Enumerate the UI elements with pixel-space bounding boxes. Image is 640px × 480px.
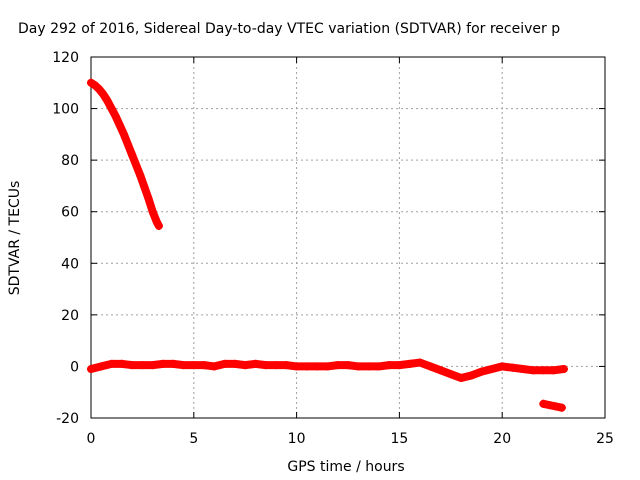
data-point xyxy=(261,361,270,370)
data-point xyxy=(241,361,250,370)
data-point xyxy=(87,365,95,374)
data-point xyxy=(323,362,332,371)
y-tick-label: 100 xyxy=(52,102,79,118)
data-point xyxy=(144,194,153,203)
data-point xyxy=(87,78,95,87)
data-point xyxy=(518,365,527,374)
y-tick-label: 80 xyxy=(61,153,79,169)
data-point xyxy=(119,130,128,139)
data-point xyxy=(354,362,363,371)
data-point xyxy=(99,90,108,99)
x-tick-label: 10 xyxy=(288,431,306,447)
data-point xyxy=(132,161,141,170)
y-axis-title: SDTVAR / TECUs xyxy=(7,181,23,296)
x-tick-label: 15 xyxy=(390,431,408,447)
y-tick-label: 20 xyxy=(61,308,79,324)
data-point xyxy=(200,361,209,370)
data-point xyxy=(313,362,322,371)
plot-frame xyxy=(90,56,606,419)
data-point xyxy=(148,361,157,370)
data-point xyxy=(251,359,260,368)
y-tick-label: 0 xyxy=(70,359,79,375)
data-point xyxy=(508,363,517,372)
data-point xyxy=(179,361,188,370)
data-point xyxy=(128,361,137,370)
data-point xyxy=(220,359,229,368)
data-point xyxy=(272,361,281,370)
data-point xyxy=(158,359,167,368)
data-point xyxy=(140,183,149,192)
data-point xyxy=(549,366,558,375)
x-tick-label: 0 xyxy=(87,431,96,447)
data-point xyxy=(498,362,507,371)
data-point xyxy=(292,362,301,371)
x-tick-label: 5 xyxy=(189,431,198,447)
data-point xyxy=(107,104,116,113)
data-point xyxy=(95,85,104,94)
data-point xyxy=(124,140,133,149)
data-point xyxy=(136,171,145,180)
data-point xyxy=(385,361,394,370)
data-point xyxy=(189,361,198,370)
data-point xyxy=(395,361,404,370)
data-points xyxy=(87,78,568,412)
data-point xyxy=(230,359,239,368)
data-point xyxy=(91,81,100,90)
data-point xyxy=(426,362,435,371)
data-point xyxy=(148,207,157,216)
axis-ticks xyxy=(90,56,606,419)
data-point xyxy=(115,121,124,130)
data-point xyxy=(154,221,163,230)
data-point xyxy=(333,361,342,370)
series-band xyxy=(87,78,163,230)
data-point xyxy=(97,362,106,371)
data-point xyxy=(138,361,147,370)
data-point xyxy=(117,359,126,368)
data-point xyxy=(539,399,548,408)
series-early-high xyxy=(87,78,163,230)
data-point xyxy=(487,365,496,374)
y-tick-label: 60 xyxy=(61,205,79,221)
data-point xyxy=(107,359,116,368)
data-point xyxy=(405,359,414,368)
data-point xyxy=(551,402,560,411)
data-point xyxy=(477,367,486,376)
data-point xyxy=(446,370,455,379)
data-point xyxy=(539,366,548,375)
x-axis-title: GPS time / hours xyxy=(287,459,404,475)
data-point xyxy=(128,150,137,159)
chart-title: Day 292 of 2016, Sidereal Day-to-day VTE… xyxy=(18,21,560,37)
y-tick-label: -20 xyxy=(56,411,79,427)
data-point xyxy=(529,366,538,375)
y-tick-label: 40 xyxy=(61,256,79,272)
y-tick-label: 120 xyxy=(52,50,79,66)
data-point xyxy=(559,365,568,374)
data-point xyxy=(302,362,311,371)
data-point xyxy=(103,96,112,105)
data-point xyxy=(169,359,178,368)
data-point xyxy=(545,401,554,410)
data-point xyxy=(282,361,291,370)
x-tick-label: 25 xyxy=(596,431,614,447)
data-point xyxy=(557,403,566,412)
data-point xyxy=(457,374,466,383)
data-point xyxy=(374,362,383,371)
x-tick-label: 20 xyxy=(493,431,511,447)
data-point xyxy=(436,366,445,375)
data-point xyxy=(210,362,219,371)
data-point xyxy=(364,362,373,371)
axis-tick-labels: 0 5 10 15 20 25 -20 0 20 40 60 80 100 120 xyxy=(52,50,614,447)
data-point xyxy=(415,358,424,367)
data-point xyxy=(344,361,352,370)
data-point xyxy=(467,371,476,380)
data-point xyxy=(111,112,120,121)
